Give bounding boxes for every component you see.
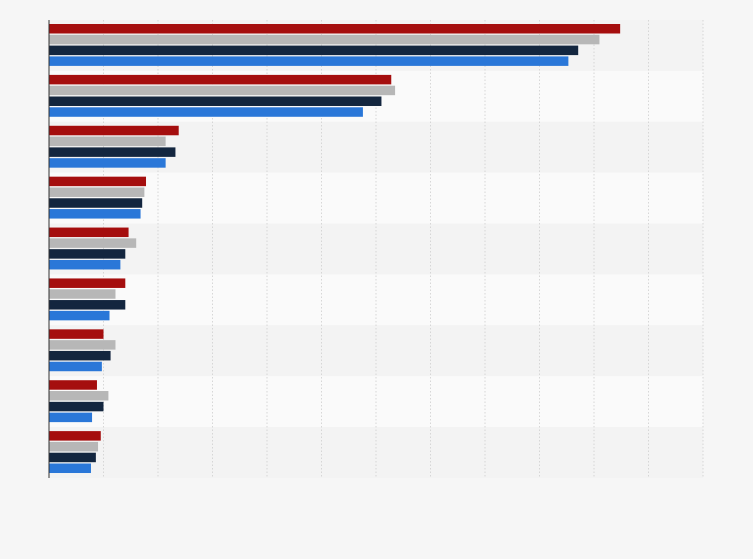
bar[interactable] [49, 158, 166, 168]
bar[interactable] [49, 380, 97, 390]
category-band [49, 427, 703, 478]
bar[interactable] [49, 209, 141, 219]
bar[interactable] [49, 452, 96, 463]
bar[interactable] [49, 463, 91, 474]
bar[interactable] [49, 136, 166, 147]
bar[interactable] [49, 125, 179, 136]
bar[interactable] [49, 85, 396, 96]
bar[interactable] [49, 259, 121, 270]
bar[interactable] [49, 401, 104, 412]
bar[interactable] [49, 278, 126, 288]
bar[interactable] [49, 249, 126, 259]
bar[interactable] [49, 310, 110, 321]
bar[interactable] [49, 289, 116, 299]
bar[interactable] [49, 412, 93, 423]
bar[interactable] [49, 74, 392, 85]
bar[interactable] [49, 34, 600, 45]
bar[interactable] [49, 350, 111, 361]
bar[interactable] [49, 176, 147, 187]
bar[interactable] [49, 187, 145, 197]
bar[interactable] [49, 391, 109, 401]
bar[interactable] [49, 56, 569, 66]
bar[interactable] [49, 45, 579, 56]
bar[interactable] [49, 24, 621, 34]
bar[interactable] [49, 96, 382, 106]
bar[interactable] [49, 340, 116, 350]
bar[interactable] [49, 431, 101, 441]
bar[interactable] [49, 441, 99, 452]
bar[interactable] [49, 227, 129, 238]
bar[interactable] [49, 147, 176, 157]
bar[interactable] [49, 198, 143, 208]
bar[interactable] [49, 300, 126, 310]
bar[interactable] [49, 107, 363, 117]
category-band [49, 172, 703, 224]
bar[interactable] [49, 238, 137, 248]
bar[interactable] [49, 361, 102, 372]
bar[interactable] [49, 329, 104, 339]
